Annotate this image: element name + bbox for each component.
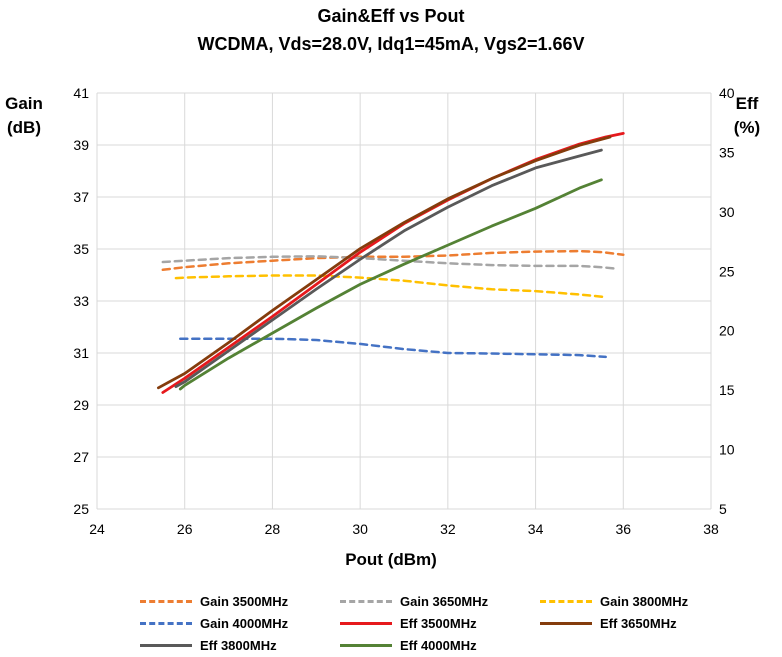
- legend-item: Gain 3650MHz: [340, 591, 488, 611]
- legend-label: Gain 3800MHz: [600, 593, 689, 609]
- legend-swatch: [540, 621, 592, 625]
- x-tick-label: 30: [352, 521, 368, 537]
- y-right-tick-label: 25: [719, 263, 735, 279]
- legend-item: Gain 4000MHz: [140, 613, 288, 633]
- y-left-tick-label: 29: [73, 397, 89, 413]
- y-axis-left-label-line2: (dB): [7, 118, 41, 137]
- y-right-tick-label: 15: [719, 382, 735, 398]
- legend-swatch: [540, 599, 592, 603]
- series-line-eff-3800mhz: [174, 148, 603, 389]
- legend-swatch: [140, 621, 192, 625]
- legend-swatch: [140, 643, 192, 647]
- legend-item: Eff 4000MHz: [340, 635, 477, 655]
- x-tick-label: 36: [615, 521, 631, 537]
- legend-label: Eff 3650MHz: [600, 615, 677, 631]
- legend-label: Eff 3800MHz: [200, 637, 277, 653]
- x-axis-label: Pout (dBm): [345, 550, 437, 569]
- legend-swatch: [340, 599, 392, 603]
- legend-label: Gain 3650MHz: [400, 593, 489, 609]
- legend-item: Eff 3800MHz: [140, 635, 277, 655]
- chart-subtitle: WCDMA, Vds=28.0V, Idq1=45mA, Vgs2=1.66V: [197, 34, 585, 54]
- x-tick-label: 34: [528, 521, 544, 537]
- y-axis-right-label-line1: Eff: [735, 94, 759, 113]
- y-left-tick-label: 31: [73, 345, 89, 361]
- series-line-gain-3800mhz: [174, 274, 607, 299]
- chart-legend: Gain 3500MHz Gain 3650MHz Gain 3800MHz Gain…: [0, 585, 782, 657]
- y-left-tick-label: 41: [73, 85, 89, 101]
- series-line-gain-4000mhz: [179, 337, 607, 359]
- x-tick-label: 24: [89, 521, 105, 537]
- x-tick-label: 38: [703, 521, 719, 537]
- y-axis-right-label: Eff (%): [716, 92, 778, 140]
- legend-item: Gain 3800MHz: [540, 591, 688, 611]
- series-line-gain-3500mhz: [161, 249, 625, 272]
- x-tick-label: 32: [440, 521, 456, 537]
- legend-label: Gain 3500MHz: [200, 593, 289, 609]
- y-right-tick-label: 35: [719, 144, 735, 160]
- legend-swatch: [340, 643, 392, 647]
- y-left-tick-label: 39: [73, 137, 89, 153]
- series-line-eff-3650mhz: [156, 135, 612, 390]
- y-left-tick-label: 37: [73, 189, 89, 205]
- y-right-tick-label: 20: [719, 323, 735, 339]
- y-left-tick-label: 33: [73, 293, 89, 309]
- y-left-tick-label: 27: [73, 449, 89, 465]
- chart-title: Gain&Eff vs Pout: [317, 6, 465, 26]
- series-line-eff-4000mhz: [178, 178, 603, 391]
- y-right-tick-label: 5: [719, 501, 727, 517]
- y-right-tick-label: 40: [719, 85, 735, 101]
- y-axis-right-label-line2: (%): [733, 118, 761, 137]
- y-left-tick-label: 25: [73, 501, 89, 517]
- legend-item: Gain 3500MHz: [140, 591, 288, 611]
- legend-swatch: [140, 599, 192, 603]
- y-axis-left-label: Gain (dB): [0, 92, 48, 140]
- y-right-tick-label: 30: [719, 204, 735, 220]
- legend-swatch: [340, 621, 392, 625]
- legend-label: Gain 4000MHz: [200, 615, 289, 631]
- y-right-tick-label: 10: [719, 442, 735, 458]
- legend-item: Eff 3500MHz: [340, 613, 477, 633]
- legend-item: Eff 3650MHz: [540, 613, 677, 633]
- y-axis-left-label-line1: Gain: [5, 94, 43, 113]
- legend-label: Eff 4000MHz: [400, 637, 477, 653]
- series-line-gain-3650mhz: [161, 255, 616, 270]
- legend-label: Eff 3500MHz: [400, 615, 477, 631]
- x-tick-label: 26: [177, 521, 193, 537]
- y-left-tick-label: 35: [73, 241, 89, 257]
- x-tick-label: 28: [265, 521, 281, 537]
